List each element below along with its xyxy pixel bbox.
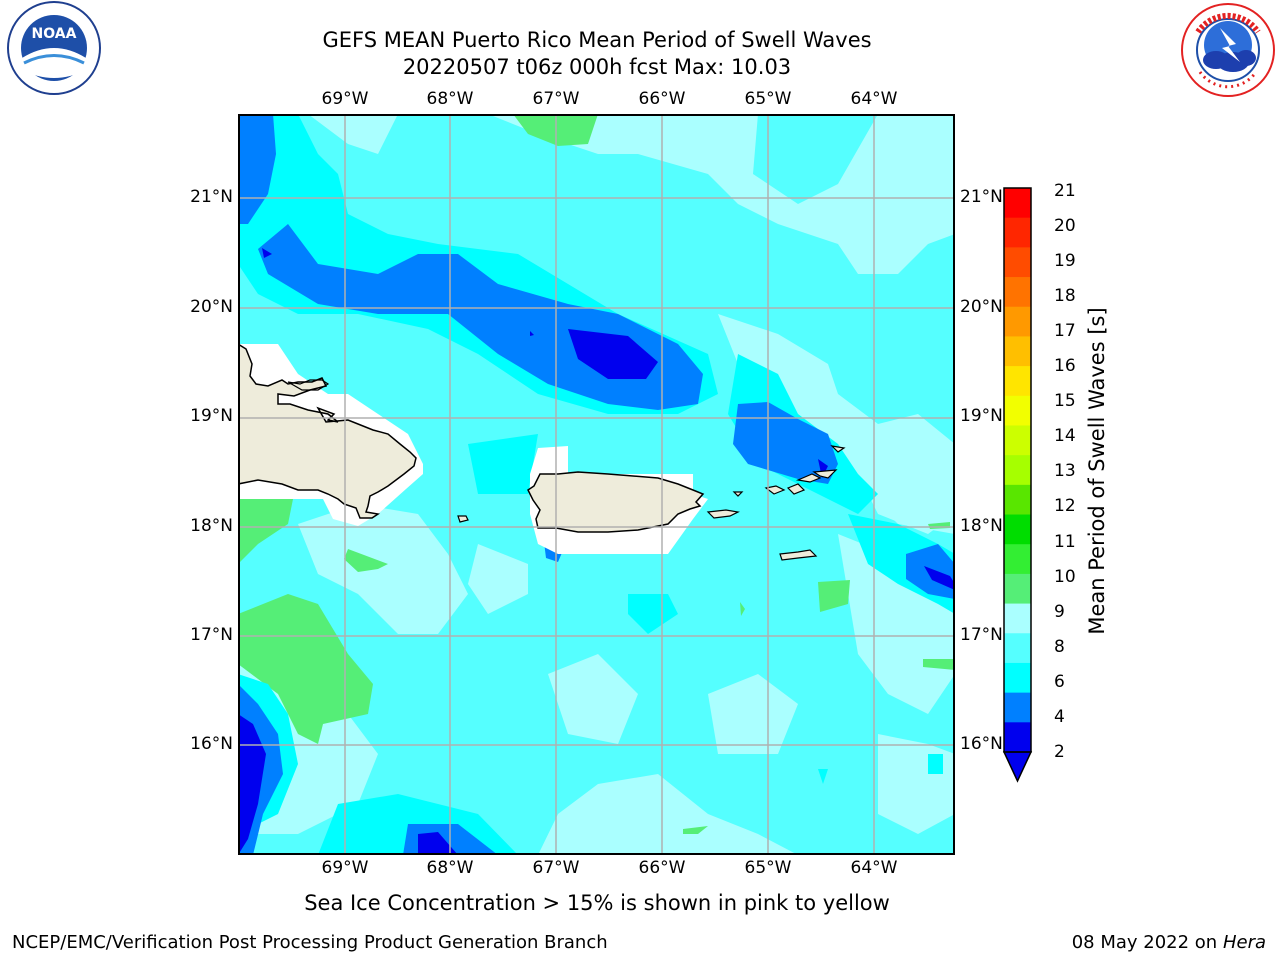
colorbar-tick: 15 [1054, 391, 1076, 411]
colorbar-cell [1004, 603, 1031, 634]
lon-label-bottom: 66°W [638, 858, 686, 878]
colorbar-tick: 9 [1054, 602, 1065, 622]
colorbar-cell [1004, 336, 1031, 367]
lat-label-right: 21°N [960, 187, 1003, 207]
colorbar [1002, 187, 1033, 783]
colorbar-cell [1004, 306, 1031, 337]
contour-below-2 [239, 248, 954, 854]
lon-label-top: 69°W [321, 89, 369, 109]
colorbar-extend-triangle [1002, 751, 1033, 783]
map-title-line1: GEFS MEAN Puerto Rico Mean Period of Swe… [322, 28, 872, 52]
colorbar-title: Mean Period of Swell Waves [s] [1085, 307, 1109, 635]
lat-label-right: 20°N [960, 297, 1003, 317]
colorbar-tick: 14 [1054, 426, 1076, 446]
footer-date: 08 May 2022 on Hera [1072, 932, 1266, 953]
colorbar-cell [1004, 692, 1031, 723]
lat-label-left: 18°N [190, 516, 233, 536]
lat-label-right: 17°N [960, 625, 1003, 645]
colorbar-tick: 11 [1054, 532, 1076, 552]
colorbar-cell [1004, 722, 1031, 753]
colorbar-tick: 21 [1054, 181, 1076, 201]
lon-label-top: 64°W [850, 89, 898, 109]
colorbar-tick: 8 [1054, 637, 1065, 657]
colorbar-cell [1004, 217, 1031, 248]
lon-label-bottom: 68°W [426, 858, 474, 878]
lon-label-bottom: 69°W [321, 858, 369, 878]
colorbar-tick: 10 [1054, 567, 1076, 587]
lon-label-bottom: 65°W [744, 858, 792, 878]
swell-period-map [238, 114, 955, 855]
lon-label-bottom: 64°W [850, 858, 898, 878]
nws-logo [1181, 3, 1275, 97]
colorbar-cell [1004, 188, 1031, 219]
lon-label-top: 65°W [744, 89, 792, 109]
virgin-islands [732, 445, 846, 497]
noaa-logo: NOAA [7, 1, 101, 95]
colorbar-cell [1004, 544, 1031, 575]
lat-label-left: 16°N [190, 734, 233, 754]
lat-label-left: 21°N [190, 187, 233, 207]
map-grid [239, 115, 954, 854]
lat-label-left: 19°N [190, 406, 233, 426]
lon-label-bottom: 67°W [532, 858, 580, 878]
colorbar-tick: 13 [1054, 461, 1076, 481]
vieques-island [706, 509, 740, 519]
colorbar-cell [1004, 277, 1031, 308]
colorbar-tick: 19 [1054, 251, 1076, 271]
colorbar-cell [1004, 455, 1031, 486]
lat-label-left: 20°N [190, 297, 233, 317]
lon-label-top: 68°W [426, 89, 474, 109]
colorbar-tick: 4 [1054, 707, 1065, 727]
map-frame [238, 114, 955, 855]
lon-label-top: 66°W [638, 89, 686, 109]
footer-host: Hera [1222, 932, 1266, 953]
lat-label-right: 18°N [960, 516, 1003, 536]
lat-label-right: 19°N [960, 406, 1003, 426]
colorbar-cell [1004, 633, 1031, 664]
colorbar-tick: 12 [1054, 496, 1076, 516]
colorbar-cell [1004, 425, 1031, 456]
lat-label-left: 17°N [190, 625, 233, 645]
colorbar-frame [1003, 187, 1032, 753]
colorbar-cell [1004, 395, 1031, 426]
colorbar-cell [1004, 514, 1031, 545]
sea-ice-note: Sea Ice Concentration > 15% is shown in … [304, 891, 890, 915]
colorbar-tick: 16 [1054, 356, 1076, 376]
puerto-rico-land [527, 471, 705, 533]
colorbar-cell [1004, 662, 1031, 694]
mona-island [457, 515, 469, 523]
colorbar-tick: 6 [1054, 672, 1065, 692]
colorbar-tick: 18 [1054, 286, 1076, 306]
footer-credit: NCEP/EMC/Verification Post Processing Pr… [12, 932, 608, 953]
footer-date-text: 08 May 2022 on [1071, 932, 1218, 953]
map-title-line2: 20220507 t06z 000h fcst Max: 10.03 [402, 55, 792, 79]
colorbar-tick: 2 [1054, 742, 1065, 762]
colorbar-tick: 17 [1054, 321, 1076, 341]
hispaniola-islet [287, 379, 330, 391]
colorbar-cell [1004, 484, 1031, 516]
colorbar-tick: 20 [1054, 216, 1076, 236]
colorbar-cell [1004, 247, 1031, 278]
st-croix-island [779, 549, 818, 561]
lat-label-right: 16°N [960, 734, 1003, 754]
noaa-logo-text: NOAA [32, 26, 77, 42]
colorbar-cell [1004, 366, 1031, 397]
colorbar-cell [1004, 573, 1031, 605]
lon-label-top: 67°W [532, 89, 580, 109]
